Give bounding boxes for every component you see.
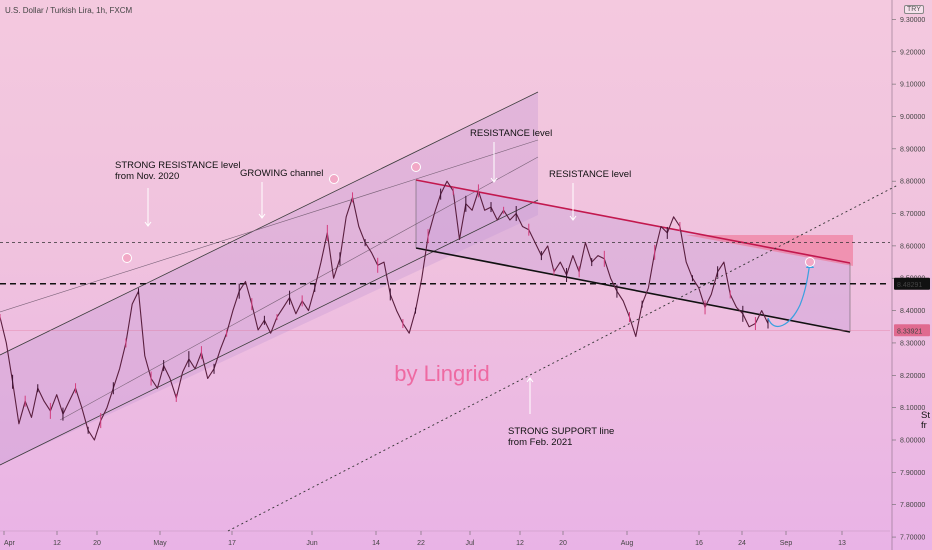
edge-text-2: fr — [921, 420, 927, 431]
x-tick-label: Apr — [4, 540, 16, 547]
watermark-text: by Lingrid — [394, 361, 489, 386]
projection-path — [767, 261, 811, 328]
event-marker — [411, 162, 421, 172]
event-marker — [122, 253, 132, 263]
y-tick-label: 8.40000 — [900, 308, 925, 315]
x-tick-label: 20 — [93, 540, 101, 547]
y-tick-label: 7.90000 — [900, 470, 925, 477]
annotation-arrowhead — [569, 215, 577, 221]
y-tick-label: 8.30000 — [900, 340, 925, 347]
price-badge — [894, 277, 930, 290]
x-tick-label: May — [153, 540, 167, 547]
annotation-arrowhead — [144, 221, 152, 227]
x-tick-label: Aug — [621, 540, 634, 547]
price-badge-label: 8.33921 — [897, 328, 922, 335]
annotation-line1: STRONG RESISTANCE level — [115, 160, 240, 171]
x-tick-label: 12 — [53, 540, 61, 547]
y-tick-label: 8.90000 — [900, 146, 925, 153]
x-tick-label: 17 — [228, 540, 236, 547]
y-tick-label: 8.80000 — [900, 179, 925, 186]
x-tick-label: 22 — [417, 540, 425, 547]
x-tick-label: 14 — [372, 540, 380, 547]
growing-channel-fill — [0, 92, 538, 465]
y-tick-label: 9.20000 — [900, 49, 925, 56]
annotation-line1: RESISTANCE level — [549, 169, 631, 180]
x-tick-label: 12 — [516, 540, 524, 547]
x-tick-label: Jul — [466, 540, 475, 547]
annotation-arrowhead — [258, 213, 266, 219]
y-tick-label: 8.70000 — [900, 211, 925, 218]
annotation-arrowhead — [526, 377, 534, 383]
chart-title: U.S. Dollar / Turkish Lira, 1h, FXCM — [5, 6, 133, 15]
support-trendline — [415, 247, 851, 333]
y-tick-label: 9.30000 — [900, 17, 925, 24]
y-tick-label: 8.00000 — [900, 438, 925, 445]
annotation-arrowhead — [490, 177, 498, 183]
channel-upper-line — [0, 91, 539, 356]
y-tick-label: 9.10000 — [900, 82, 925, 89]
channel-median-line — [0, 139, 539, 313]
y-tick-label: 7.80000 — [900, 502, 925, 509]
x-tick-label: Jun — [306, 540, 317, 547]
x-tick-label: 16 — [695, 540, 703, 547]
y-tick-label: 9.00000 — [900, 114, 925, 121]
strong-support-line — [227, 184, 899, 532]
annotation-line2: from Feb. 2021 — [508, 437, 572, 448]
event-marker — [805, 257, 815, 267]
resistance-trendline — [415, 179, 851, 264]
x-tick-label: Sep — [780, 540, 793, 547]
price-badge — [894, 324, 930, 337]
annotation-line2: from Nov. 2020 — [115, 171, 179, 182]
channel-lower-line — [0, 199, 539, 466]
price-badge-label: 8.48291 — [897, 282, 922, 289]
y-tick-label: 8.20000 — [900, 373, 925, 380]
price-series-line — [0, 180, 769, 441]
x-tick-label: 13 — [838, 540, 846, 547]
descending-channel-fill — [416, 180, 850, 332]
x-tick-label: 24 — [738, 540, 746, 547]
event-marker — [329, 174, 339, 184]
x-tick-label: 20 — [559, 540, 567, 547]
channel-inner-line — [59, 156, 539, 421]
annotation-line1: RESISTANCE level — [470, 128, 552, 139]
y-tick-label: 8.10000 — [900, 405, 925, 412]
annotation-line1: GROWING channel — [240, 168, 323, 179]
y-tick-label: 8.60000 — [900, 243, 925, 250]
y-tick-label: 7.70000 — [900, 535, 925, 542]
annotation-line1: STRONG SUPPORT line — [508, 426, 614, 437]
currency-badge[interactable]: TRY — [904, 5, 924, 14]
edge-text-1: St — [921, 410, 930, 421]
